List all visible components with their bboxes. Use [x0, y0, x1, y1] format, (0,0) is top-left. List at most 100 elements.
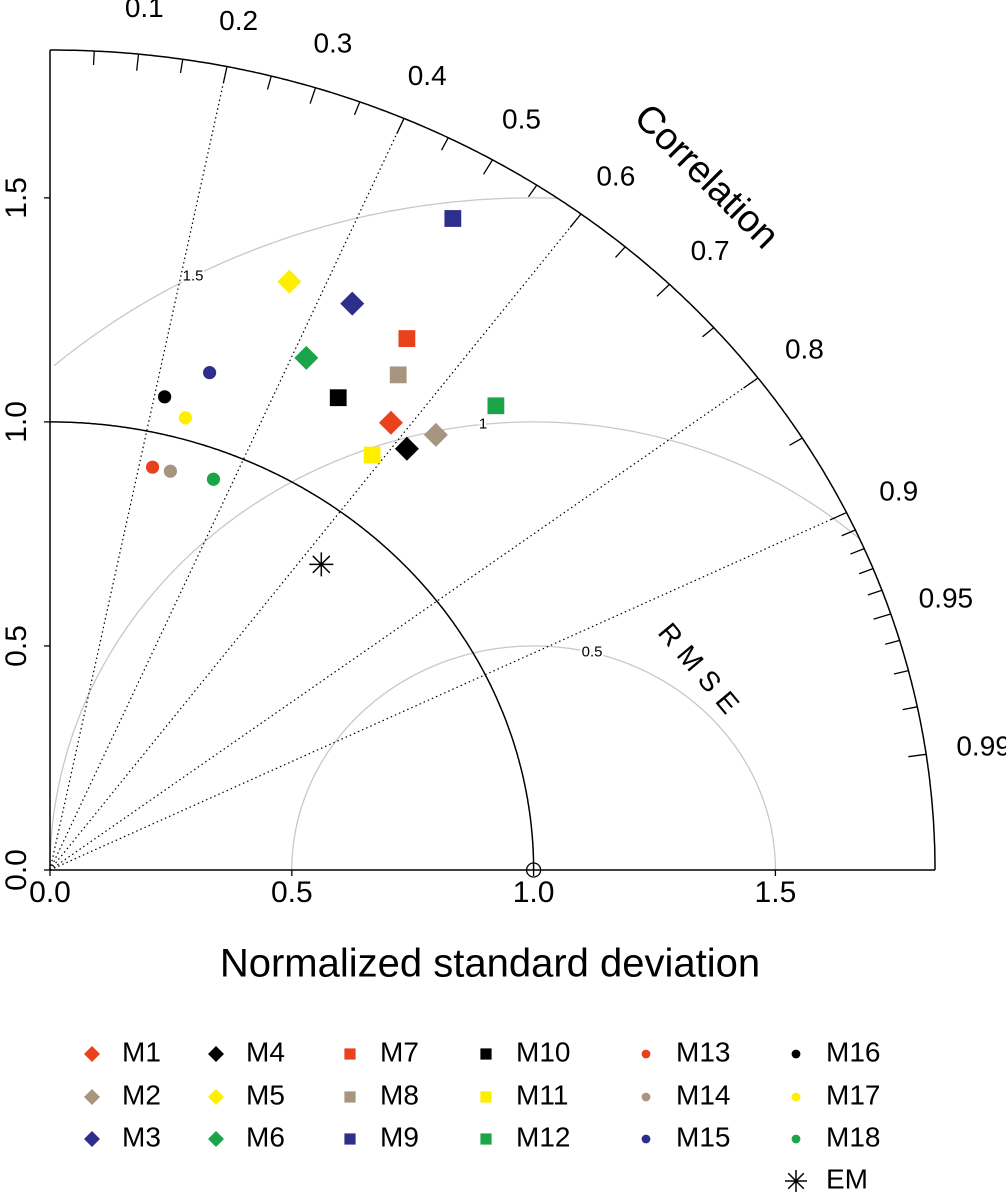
correlation-tick-label: 0.3: [313, 27, 352, 58]
legend-marker: [480, 1091, 492, 1103]
rmse-contour-label: 1.5: [183, 268, 204, 285]
legend-marker: [344, 1048, 356, 1060]
legend-label: M3: [122, 1121, 161, 1152]
correlation-minor-tick: [850, 548, 865, 555]
y-tick-label: 1.0: [0, 401, 33, 443]
correlation-minor-tick: [702, 327, 715, 338]
rmse-contour: [291, 645, 777, 870]
correlation-tick: [656, 283, 670, 297]
correlation-tick-label: 0.99: [956, 730, 1006, 761]
legend-label: M1: [122, 1036, 161, 1067]
correlation-tick-label: 0.9: [879, 475, 918, 506]
outer-arc: [50, 49, 936, 870]
legend-label: M10: [516, 1036, 570, 1067]
data-point: [206, 472, 221, 486]
correlation-minor-tick: [858, 567, 874, 575]
legend-label: M13: [676, 1036, 730, 1067]
rmse-contour-label: 0.5: [582, 644, 603, 661]
legend-label: M14: [676, 1079, 730, 1110]
rmse-contour-label: 1: [479, 415, 487, 432]
correlation-tick: [222, 66, 228, 84]
correlation-minor-tick: [615, 246, 626, 258]
legend-marker: [344, 1091, 356, 1103]
data-point: [309, 552, 334, 577]
correlation-tick-label: 0.2: [219, 5, 258, 36]
correlation-minor-tick: [440, 137, 449, 151]
legend-marker: [208, 1046, 224, 1062]
data-point: [277, 269, 302, 294]
data-point: [444, 210, 462, 227]
correlation-minor-tick: [902, 706, 918, 711]
x-tick-label: 1.0: [513, 876, 555, 909]
correlation-tick: [136, 54, 140, 71]
rmse-label: RMSE: [652, 617, 751, 726]
legend-marker: [785, 1170, 807, 1192]
data-point: [363, 446, 381, 464]
correlation-tick-label: 0.95: [919, 582, 974, 613]
legend-marker: [84, 1046, 100, 1062]
legend-label: M5: [246, 1079, 285, 1110]
correlation-tick-label: 0.5: [502, 103, 541, 134]
legend-label: M9: [380, 1121, 419, 1152]
correlation-minor-tick: [353, 101, 361, 116]
data-point: [394, 436, 419, 461]
legend-label: M6: [246, 1121, 285, 1152]
legend-marker: [641, 1049, 651, 1059]
legend-marker: [791, 1049, 801, 1059]
correlation-tick-label: 0.7: [691, 235, 730, 266]
rmse-contour: [49, 421, 860, 870]
legend-label: M16: [826, 1036, 880, 1067]
correlation-minor-tick: [867, 589, 883, 596]
legend-marker: [791, 1134, 801, 1144]
correlation-tick-label: 0.4: [408, 60, 447, 91]
correlation-line: [49, 118, 405, 871]
correlation-tick: [309, 87, 317, 104]
data-point: [329, 389, 347, 407]
correlation-tick: [908, 753, 927, 758]
correlation-minor-tick: [841, 529, 856, 537]
y-tick-label: 1.5: [0, 177, 33, 219]
legend-label: EM: [826, 1163, 868, 1194]
correlation-tick-label: 0.1: [125, 0, 164, 23]
data-point: [340, 291, 365, 316]
correlation-minor-tick: [179, 59, 184, 74]
correlation-minor-tick: [789, 437, 803, 446]
rmse-contour: [53, 197, 557, 367]
correlation-line: [49, 66, 228, 871]
legend-marker: [641, 1092, 651, 1102]
correlation-minor-tick: [527, 184, 538, 198]
legend-label: M12: [516, 1121, 570, 1152]
legend-label: M8: [380, 1079, 419, 1110]
data-point: [163, 464, 178, 478]
correlation-tick: [873, 613, 891, 620]
legend-marker: [791, 1092, 801, 1102]
x-tick-label: 1.5: [755, 876, 797, 909]
legend-label: M11: [516, 1079, 568, 1110]
x-tick-label: 0.5: [271, 876, 313, 909]
correlation-tick-label: 0.6: [596, 161, 635, 192]
legend-label: M18: [826, 1121, 880, 1152]
x-axis-label: Normalized standard deviation: [220, 942, 760, 986]
data-point: [389, 366, 407, 384]
correlation-label: Correlation: [626, 96, 787, 257]
data-point: [398, 330, 416, 347]
correlation-minor-tick: [266, 75, 272, 90]
reference-arc: [50, 421, 535, 870]
correlation-line: [49, 213, 582, 871]
correlation-minor-tick: [893, 670, 909, 675]
data-point: [145, 460, 160, 474]
legend-label: M17: [826, 1079, 880, 1110]
correlation-tick: [743, 377, 759, 389]
correlation-tick: [482, 159, 494, 175]
legend-marker: [84, 1131, 100, 1147]
correlation-line: [49, 512, 847, 871]
data-point: [487, 397, 505, 415]
legend-marker: [344, 1133, 356, 1145]
correlation-tick: [396, 118, 405, 135]
legend-marker: [84, 1089, 100, 1105]
correlation-tick: [830, 511, 847, 521]
correlation-tick: [569, 213, 582, 228]
y-tick-label: 0.5: [0, 625, 33, 667]
data-point: [378, 410, 403, 435]
